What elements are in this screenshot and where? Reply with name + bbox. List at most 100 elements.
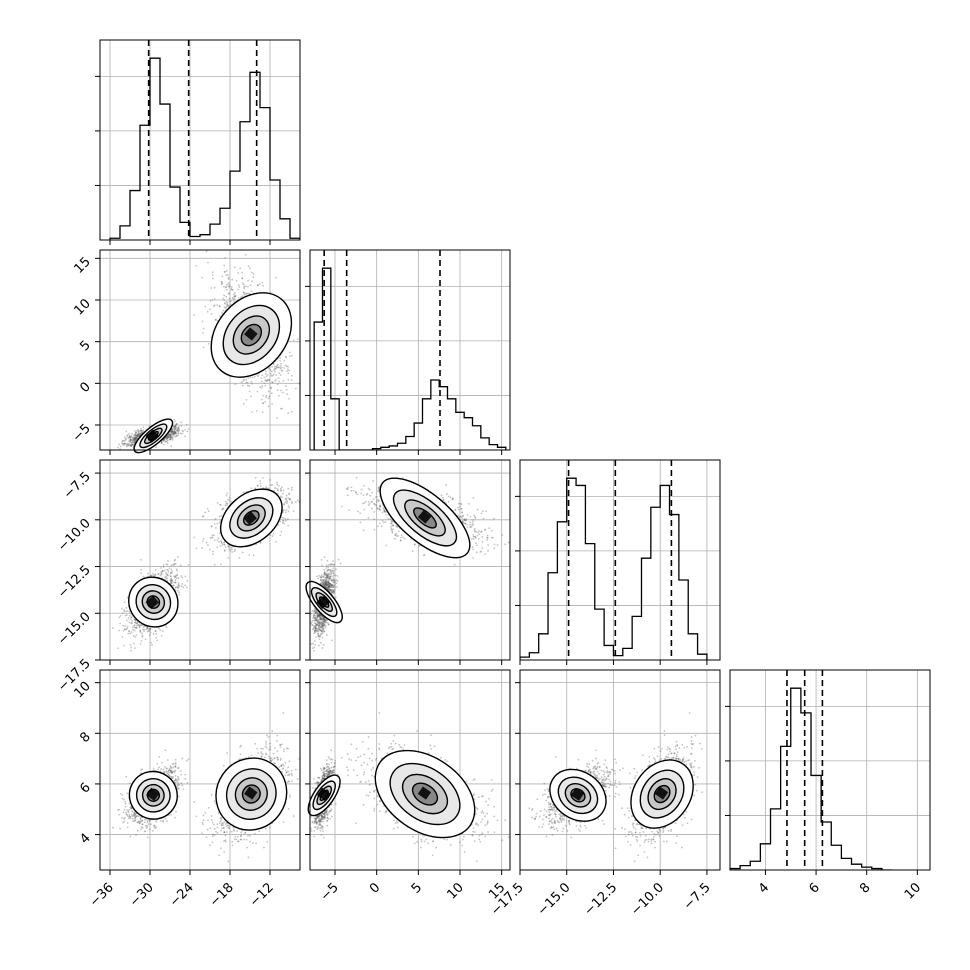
- y-tick-label: 5: [77, 338, 93, 354]
- sample-point: [128, 433, 130, 435]
- sample-point: [228, 300, 231, 303]
- sample-point: [241, 271, 244, 274]
- sample-point: [267, 397, 270, 400]
- sample-point: [280, 489, 282, 491]
- sample-point: [218, 521, 221, 524]
- sample-point: [128, 439, 131, 441]
- sample-point: [169, 578, 172, 581]
- sample-point: [227, 278, 230, 280]
- sample-point: [158, 627, 161, 630]
- sample-point: [274, 487, 276, 489]
- sample-point: [220, 540, 223, 542]
- sample-point: [206, 507, 209, 510]
- sample-point: [170, 568, 173, 571]
- sample-point: [230, 288, 233, 290]
- sample-point: [225, 494, 228, 497]
- sample-point: [139, 432, 142, 435]
- sample-point: [284, 385, 287, 388]
- sample-point: [137, 430, 140, 432]
- sample-point: [179, 564, 182, 567]
- sample-point: [129, 444, 132, 447]
- sample-point: [173, 428, 176, 431]
- sample-point: [132, 436, 135, 439]
- sample-point: [168, 433, 170, 436]
- sample-point: [202, 346, 205, 349]
- sample-point: [149, 631, 152, 634]
- sample-point: [219, 503, 221, 506]
- sample-point: [237, 232, 239, 234]
- sample-point: [270, 386, 272, 389]
- sample-point: [275, 366, 278, 369]
- sample-point: [267, 487, 270, 490]
- sample-point: [179, 432, 182, 435]
- sample-point: [169, 575, 172, 577]
- sample-point: [134, 434, 137, 437]
- sample-point: [175, 423, 178, 425]
- sample-point: [287, 524, 289, 527]
- sample-point: [131, 620, 133, 623]
- sample-point: [125, 607, 128, 609]
- sample-point: [259, 542, 262, 545]
- sample-point: [125, 438, 127, 441]
- sample-point: [224, 303, 227, 305]
- sample-point: [126, 625, 129, 628]
- sample-point: [290, 379, 293, 381]
- sample-point: [177, 577, 180, 579]
- sample-point: [130, 444, 133, 447]
- sample-point: [138, 624, 141, 626]
- sample-point: [217, 537, 220, 540]
- sample-point: [279, 389, 282, 392]
- sample-point: [296, 499, 299, 502]
- sample-point: [138, 434, 140, 437]
- sample-point: [171, 428, 174, 431]
- sample-point: [209, 537, 212, 540]
- sample-point: [137, 431, 140, 434]
- sample-point: [274, 367, 277, 370]
- sample-point: [134, 434, 137, 436]
- sample-point: [181, 576, 184, 579]
- sample-point: [195, 547, 198, 550]
- sample-point: [176, 586, 179, 588]
- sample-point: [233, 266, 236, 269]
- sample-point: [244, 285, 247, 288]
- sample-point: [261, 374, 264, 377]
- sample-point: [139, 430, 142, 432]
- sample-point: [171, 579, 174, 582]
- sample-point: [133, 438, 136, 441]
- sample-point: [254, 487, 257, 490]
- sample-point: [287, 372, 290, 375]
- sample-point: [285, 389, 288, 391]
- sample-point: [276, 363, 279, 366]
- sample-point: [205, 541, 208, 544]
- sample-point: [129, 435, 132, 438]
- sample-point: [281, 492, 284, 495]
- sample-point: [126, 442, 129, 445]
- sample-point: [280, 487, 282, 490]
- sample-point: [186, 430, 189, 433]
- sample-point: [276, 383, 279, 386]
- sample-point: [242, 283, 245, 286]
- sample-point: [284, 517, 287, 520]
- sample-point: [123, 644, 126, 647]
- sample-point: [288, 397, 291, 400]
- sample-point: [280, 407, 283, 410]
- sample-point: [264, 401, 266, 403]
- sample-point: [174, 579, 177, 582]
- contour-line: [133, 418, 174, 454]
- sample-point: [136, 434, 139, 437]
- sample-point: [112, 627, 114, 629]
- sample-point: [175, 577, 178, 579]
- sample-point: [165, 577, 167, 580]
- sample-point: [271, 403, 273, 405]
- sample-point: [281, 519, 284, 522]
- sample-point: [123, 610, 126, 613]
- sample-point: [170, 581, 172, 584]
- sample-point: [166, 568, 168, 571]
- sample-point: [175, 429, 178, 432]
- sample-point: [290, 410, 293, 413]
- sample-point: [135, 431, 138, 434]
- sample-point: [126, 435, 129, 438]
- sample-point: [128, 436, 131, 439]
- sample-point: [288, 506, 291, 509]
- sample-point: [279, 367, 282, 370]
